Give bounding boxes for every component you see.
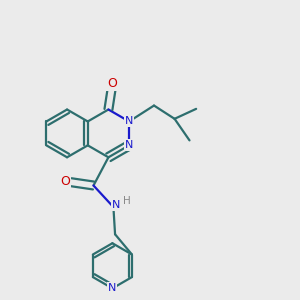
Text: N: N bbox=[108, 284, 117, 293]
Text: N: N bbox=[125, 140, 133, 150]
Text: N: N bbox=[125, 116, 133, 127]
Text: O: O bbox=[107, 77, 117, 91]
Text: H: H bbox=[124, 196, 131, 206]
Text: N: N bbox=[112, 200, 120, 210]
Text: O: O bbox=[60, 175, 70, 188]
